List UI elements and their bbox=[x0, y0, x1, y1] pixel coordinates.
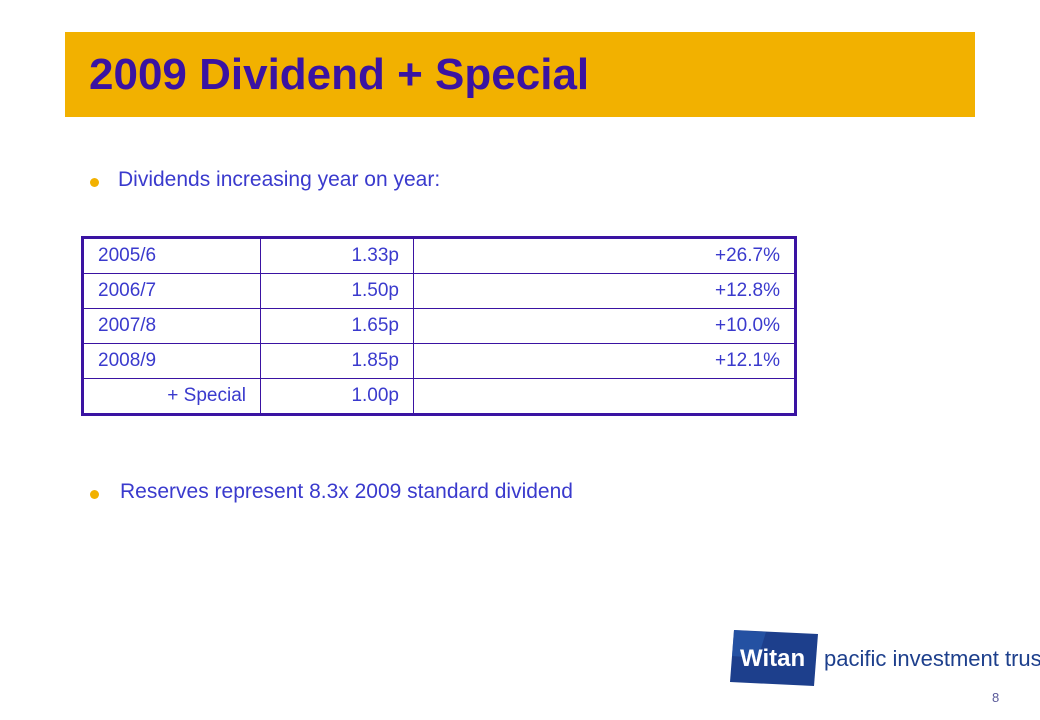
bullet-dot-icon bbox=[90, 490, 99, 499]
table-cell-year: + Special bbox=[82, 378, 261, 415]
slide-title: 2009 Dividend + Special bbox=[89, 50, 590, 99]
table-row: + Special 1.00p bbox=[82, 378, 796, 415]
title-bar: 2009 Dividend + Special bbox=[65, 32, 975, 117]
bullet-text: Dividends increasing year on year: bbox=[118, 168, 441, 191]
logo-tagline: pacific investment trust bbox=[824, 646, 1040, 671]
table-row: 2005/6 1.33p +26.7% bbox=[82, 237, 796, 274]
company-logo: Witan pacific investment trust bbox=[728, 628, 1040, 688]
table-row: 2006/7 1.50p +12.8% bbox=[82, 273, 796, 309]
logo-mark-icon bbox=[728, 628, 820, 688]
table-cell-year: 2007/8 bbox=[82, 308, 261, 344]
table-cell-dividend: 1.50p bbox=[260, 273, 414, 309]
table-cell-dividend: 1.00p bbox=[260, 378, 414, 415]
table-row: 2008/9 1.85p +12.1% bbox=[82, 343, 796, 379]
table-cell-year: 2006/7 bbox=[82, 273, 261, 309]
table-cell-change: +26.7% bbox=[413, 237, 796, 274]
table-cell-dividend: 1.33p bbox=[260, 237, 414, 274]
table-cell-year: 2005/6 bbox=[82, 237, 261, 274]
dividend-table: 2005/6 1.33p +26.7% 2006/7 1.50p +12.8% … bbox=[81, 236, 797, 416]
table-cell-dividend: 1.85p bbox=[260, 343, 414, 379]
bullet-text: Reserves represent 8.3x 2009 standard di… bbox=[120, 480, 573, 503]
page-number: 8 bbox=[992, 690, 1000, 705]
logo-word: Witan bbox=[740, 645, 806, 672]
table-cell-change: +12.1% bbox=[413, 343, 796, 379]
table-cell-change bbox=[413, 378, 796, 415]
table-cell-change: +12.8% bbox=[413, 273, 796, 309]
table-cell-year: 2008/9 bbox=[82, 343, 261, 379]
bullet-dot-icon bbox=[90, 178, 99, 187]
table-cell-dividend: 1.65p bbox=[260, 308, 414, 344]
table-cell-change: +10.0% bbox=[413, 308, 796, 344]
table-row: 2007/8 1.65p +10.0% bbox=[82, 308, 796, 344]
